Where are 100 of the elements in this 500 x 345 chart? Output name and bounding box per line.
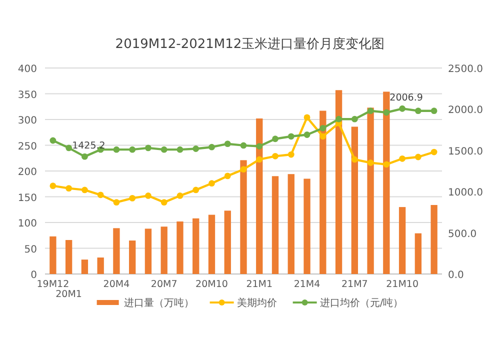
data-label: 1425.2	[72, 140, 106, 152]
point	[50, 182, 56, 190]
bar	[288, 174, 294, 274]
bar	[176, 221, 184, 274]
y-tick-label: 350	[18, 90, 37, 101]
point	[97, 192, 104, 198]
bar	[240, 160, 247, 274]
bar	[272, 176, 279, 274]
point	[176, 192, 184, 199]
y-tick-label: 250	[18, 141, 37, 152]
x-tick-label: 20M1	[56, 289, 82, 300]
point	[288, 151, 294, 158]
bar	[367, 108, 374, 274]
point	[208, 144, 215, 150]
point	[383, 109, 390, 116]
point	[430, 108, 438, 114]
bar	[430, 204, 438, 274]
point	[224, 140, 231, 148]
point	[320, 133, 326, 140]
bar	[256, 118, 263, 274]
point	[351, 116, 358, 122]
y2-tick-label: 1000.0	[448, 188, 483, 199]
point	[414, 108, 422, 114]
point	[367, 160, 374, 166]
bar	[398, 207, 406, 274]
point	[192, 186, 200, 194]
bar	[50, 236, 56, 274]
point	[272, 136, 278, 142]
bar	[113, 228, 120, 274]
legend-label: 进口均价（元/吨）	[320, 297, 404, 309]
point	[256, 156, 263, 163]
y-tick-label: 100	[18, 218, 37, 230]
point	[82, 186, 88, 194]
bar	[335, 90, 342, 274]
point	[176, 146, 184, 153]
point	[272, 152, 278, 160]
point	[288, 133, 294, 140]
bar	[160, 226, 168, 274]
bar	[383, 92, 390, 274]
point	[320, 124, 326, 132]
point	[113, 199, 120, 206]
point	[66, 144, 72, 152]
point	[192, 146, 200, 152]
y-tick-label: 50	[24, 244, 37, 256]
x-tick-label: 20M7	[150, 279, 178, 290]
y-tick-label: 400	[18, 64, 37, 75]
y-tick-label: 150	[18, 192, 37, 204]
bar	[192, 218, 200, 274]
point	[383, 161, 390, 168]
x-tick-label: 20M10	[196, 279, 228, 290]
point	[367, 108, 374, 114]
bar	[320, 110, 326, 274]
x-tick-label: 21M7	[341, 279, 368, 290]
point	[304, 132, 310, 138]
y2-tick-label: 2000.0	[448, 105, 483, 116]
bar	[304, 178, 310, 274]
point	[304, 114, 310, 121]
point	[113, 146, 120, 153]
point	[129, 146, 136, 153]
point	[399, 105, 406, 112]
point	[351, 156, 358, 163]
bar	[351, 126, 358, 274]
point	[129, 194, 136, 202]
bar	[414, 233, 422, 274]
x-tick-label: 20M4	[103, 279, 130, 290]
bar	[208, 214, 216, 274]
y2-tick-label: 1500.0	[448, 146, 483, 158]
point	[145, 192, 152, 199]
point	[240, 142, 247, 149]
bar	[224, 210, 231, 274]
legend-label: 进口量（万吨）	[124, 297, 194, 309]
point	[336, 116, 342, 122]
point	[256, 143, 263, 150]
bar	[144, 228, 152, 274]
point	[430, 148, 438, 156]
x-tick-label: 21M1	[246, 279, 273, 290]
point	[240, 166, 247, 173]
point	[399, 155, 406, 162]
y-tick-label: 300	[18, 116, 37, 126]
point	[160, 146, 168, 153]
x-tick-label: 21M10	[386, 279, 418, 290]
point	[145, 144, 152, 152]
point	[160, 199, 168, 206]
x-tick-label: 19M12	[36, 279, 70, 290]
x-tick-label: 21M4	[294, 279, 320, 290]
y2-tick-label: 2500.0	[448, 64, 483, 75]
point	[82, 153, 88, 160]
point	[66, 185, 72, 192]
y-tick-label: 200	[18, 167, 37, 178]
chart-title: 2019M12-2021M12玉米进口量价月度变化图	[115, 36, 385, 52]
bar	[65, 240, 72, 274]
data-label: 2006.9	[390, 92, 423, 104]
bar	[97, 258, 104, 274]
bar	[81, 260, 88, 274]
point	[224, 172, 231, 180]
y2-tick-label: 500.0	[448, 228, 477, 240]
point	[414, 154, 422, 160]
y-tick-label: 0	[30, 270, 37, 281]
y2-tick-label: 0.0	[448, 270, 464, 281]
point	[50, 137, 56, 144]
